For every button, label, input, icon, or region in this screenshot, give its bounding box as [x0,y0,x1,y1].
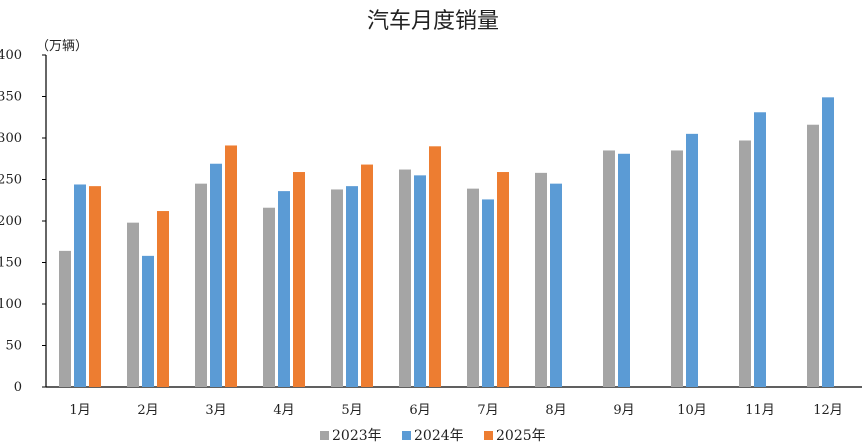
bar [414,175,426,387]
x-tick-label: 10月 [677,403,707,418]
bar [89,186,101,387]
x-tick-label: 12月 [813,403,843,418]
y-tick-label: 350 [0,90,22,105]
y-tick-label: 300 [0,131,22,146]
bar [429,146,441,387]
bar [195,183,207,387]
bar [157,211,169,387]
legend-item: 2023年 [320,428,382,444]
bar [482,199,494,387]
bar [346,186,358,387]
x-tick-label: 6月 [409,403,430,418]
legend-swatch [484,431,493,440]
bar [686,133,698,387]
bars [59,97,834,388]
x-tick-label: 5月 [341,403,362,418]
bar [293,172,305,387]
x-tick-label: 9月 [613,403,634,418]
bar [822,97,834,387]
legend-item: 2024年 [402,428,464,444]
y-tick-label: 250 [0,173,22,188]
x-tick-label: 2月 [137,403,158,418]
y-tick-label: 100 [0,297,22,312]
y-unit-label: （万辆） [36,39,88,54]
bar [399,169,411,387]
y-tick-label: 150 [0,256,22,271]
x-tick-label: 4月 [273,403,294,418]
bar [361,164,373,387]
legend-item: 2025年 [484,428,546,444]
bar [618,153,630,387]
legend-swatch [402,431,411,440]
bar [59,250,71,387]
bar [263,207,275,387]
bar [671,150,683,387]
bar [74,184,86,387]
bar [603,150,615,387]
bar [210,163,222,387]
y-tick-label: 50 [5,339,22,354]
y-tick-label: 400 [0,48,22,63]
legend-swatch [320,431,329,440]
bar [467,188,479,387]
bar [535,172,547,387]
bar [739,140,751,387]
bar [331,189,343,387]
y-tick-label: 0 [14,380,22,395]
bar [278,191,290,387]
x-tick-label: 7月 [477,403,498,418]
y-tick-label: 200 [0,214,22,229]
x-tick-label: 1月 [69,403,90,418]
bar [497,172,509,387]
legend-label: 2023年 [332,428,382,444]
x-tick-label: 11月 [745,403,775,418]
legend-label: 2024年 [414,428,464,444]
legend: 2023年 2024年 2025年 [320,428,546,444]
chart-title: 汽车月度销量 [367,9,499,34]
bar [550,183,562,387]
x-tick-label: 3月 [205,403,226,418]
axes: 0 50 100 150 200 250 300 350 400 1月 2月 3月 4月 5月 6月 7月 8月… [0,48,862,418]
x-tick-label: 8月 [545,403,566,418]
bar [807,124,819,387]
legend-label: 2025年 [496,428,546,444]
bar [142,255,154,387]
bar [754,112,766,388]
bar [127,222,139,387]
bar [225,145,237,387]
